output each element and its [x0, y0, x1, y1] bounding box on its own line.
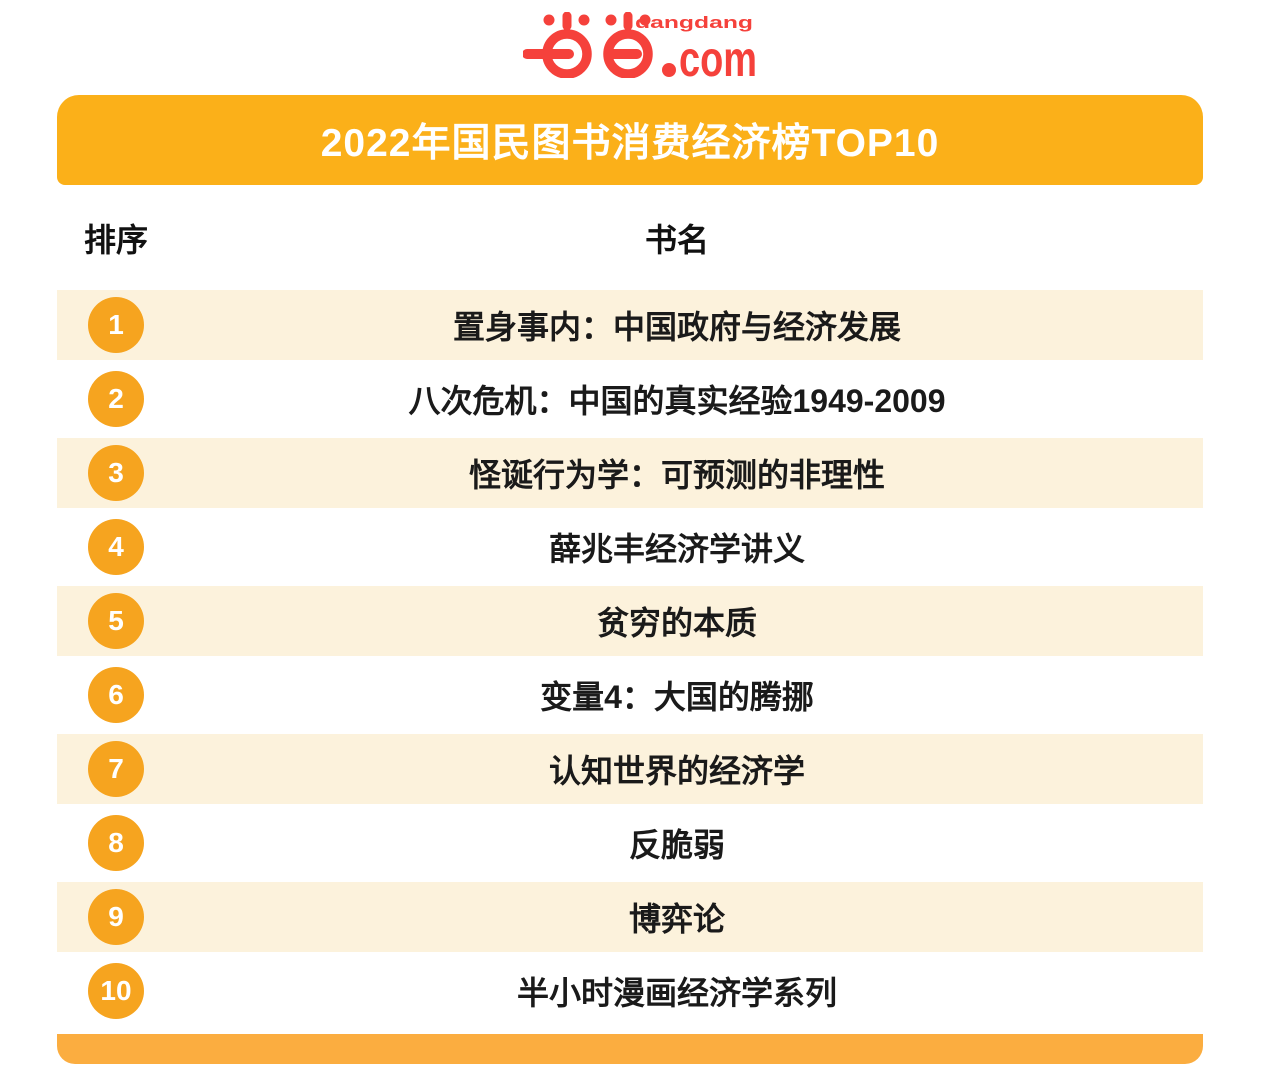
footer-bar: [57, 1034, 1203, 1064]
logo-dangdang-text: dangdang: [635, 13, 753, 32]
rank-cell: 3: [57, 445, 175, 501]
rank-cell: 7: [57, 741, 175, 797]
book-title: 置身事内：中国政府与经济发展: [452, 309, 901, 345]
rank-badge: 6: [88, 667, 144, 723]
dangdang-logo: dangdang com: [522, 11, 757, 87]
column-header-rank: 排序: [83, 221, 148, 258]
dangdang-glyph-2: [603, 11, 653, 79]
book-title: 怪诞行为学：可预测的非理性: [468, 457, 885, 493]
book-title: 八次危机：中国的真实经验1949-2009: [408, 383, 946, 419]
rank-cell: 2: [57, 371, 175, 427]
rank-cell: 5: [57, 593, 175, 649]
rank-badge: 4: [88, 519, 144, 575]
book-title: 认知世界的经济学: [548, 753, 805, 789]
book-title: 反脆弱: [628, 827, 725, 863]
rank-cell: 9: [57, 889, 175, 945]
rank-badge: 7: [88, 741, 144, 797]
logo-dot: [662, 63, 676, 77]
table-row: 7 认知世界的经济学: [57, 734, 1203, 804]
rank-cell: 4: [57, 519, 175, 575]
dangdang-glyph-1: [522, 11, 592, 79]
book-title: 半小时漫画经济学系列: [516, 975, 837, 1011]
book-title: 博弈论: [628, 901, 725, 937]
table-row: 6 变量4：大国的腾挪: [57, 660, 1203, 730]
rank-badge: 1: [88, 297, 144, 353]
ranking-card: 2022年国民图书消费经济榜TOP10 排序 书名 1 置身事内：中国政府与经济…: [57, 95, 1203, 1064]
table-row: 10 半小时漫画经济学系列: [57, 956, 1203, 1026]
table-row: 3 怪诞行为学：可预测的非理性: [57, 438, 1203, 508]
column-headers: 排序 书名: [57, 185, 1203, 290]
rank-badge: 5: [88, 593, 144, 649]
book-title: 贫穷的本质: [596, 605, 757, 641]
dangdang-glyph-1-dots: [543, 14, 590, 26]
book-title: 薛兆丰经济学讲义: [548, 531, 805, 567]
dangdang-glyph-2-dots: [605, 14, 651, 26]
table-row: 1 置身事内：中国政府与经济发展: [57, 290, 1203, 360]
rank-badge: 8: [88, 815, 144, 871]
dangdang-logo-svg: dangdang com: [522, 11, 757, 87]
table-row: 2 八次危机：中国的真实经验1949-2009: [57, 364, 1203, 434]
table-row: 4 薛兆丰经济学讲义: [57, 512, 1203, 582]
column-header-book: 书名: [644, 221, 709, 258]
table-row: 9 博弈论: [57, 882, 1203, 952]
rank-cell: 6: [57, 667, 175, 723]
table-row: 5 贫穷的本质: [57, 586, 1203, 656]
rank-cell: 1: [57, 297, 175, 353]
ranking-table: 1 置身事内：中国政府与经济发展 2 八次危机：中国的真实经验1949-2009…: [57, 290, 1203, 1026]
book-title: 变量4：大国的腾挪: [540, 679, 814, 715]
rank-cell: 10: [57, 963, 175, 1019]
ranking-title-bar: 2022年国民图书消费经济榜TOP10: [57, 95, 1203, 185]
rank-badge: 3: [88, 445, 144, 501]
rank-badge: 10: [88, 963, 144, 1019]
rank-cell: 8: [57, 815, 175, 871]
logo-com-text: com: [679, 31, 757, 78]
ranking-title: 2022年国民图书消费经济榜TOP10: [320, 122, 940, 165]
rank-badge: 9: [88, 889, 144, 945]
table-row: 8 反脆弱: [57, 808, 1203, 878]
rank-badge: 2: [88, 371, 144, 427]
